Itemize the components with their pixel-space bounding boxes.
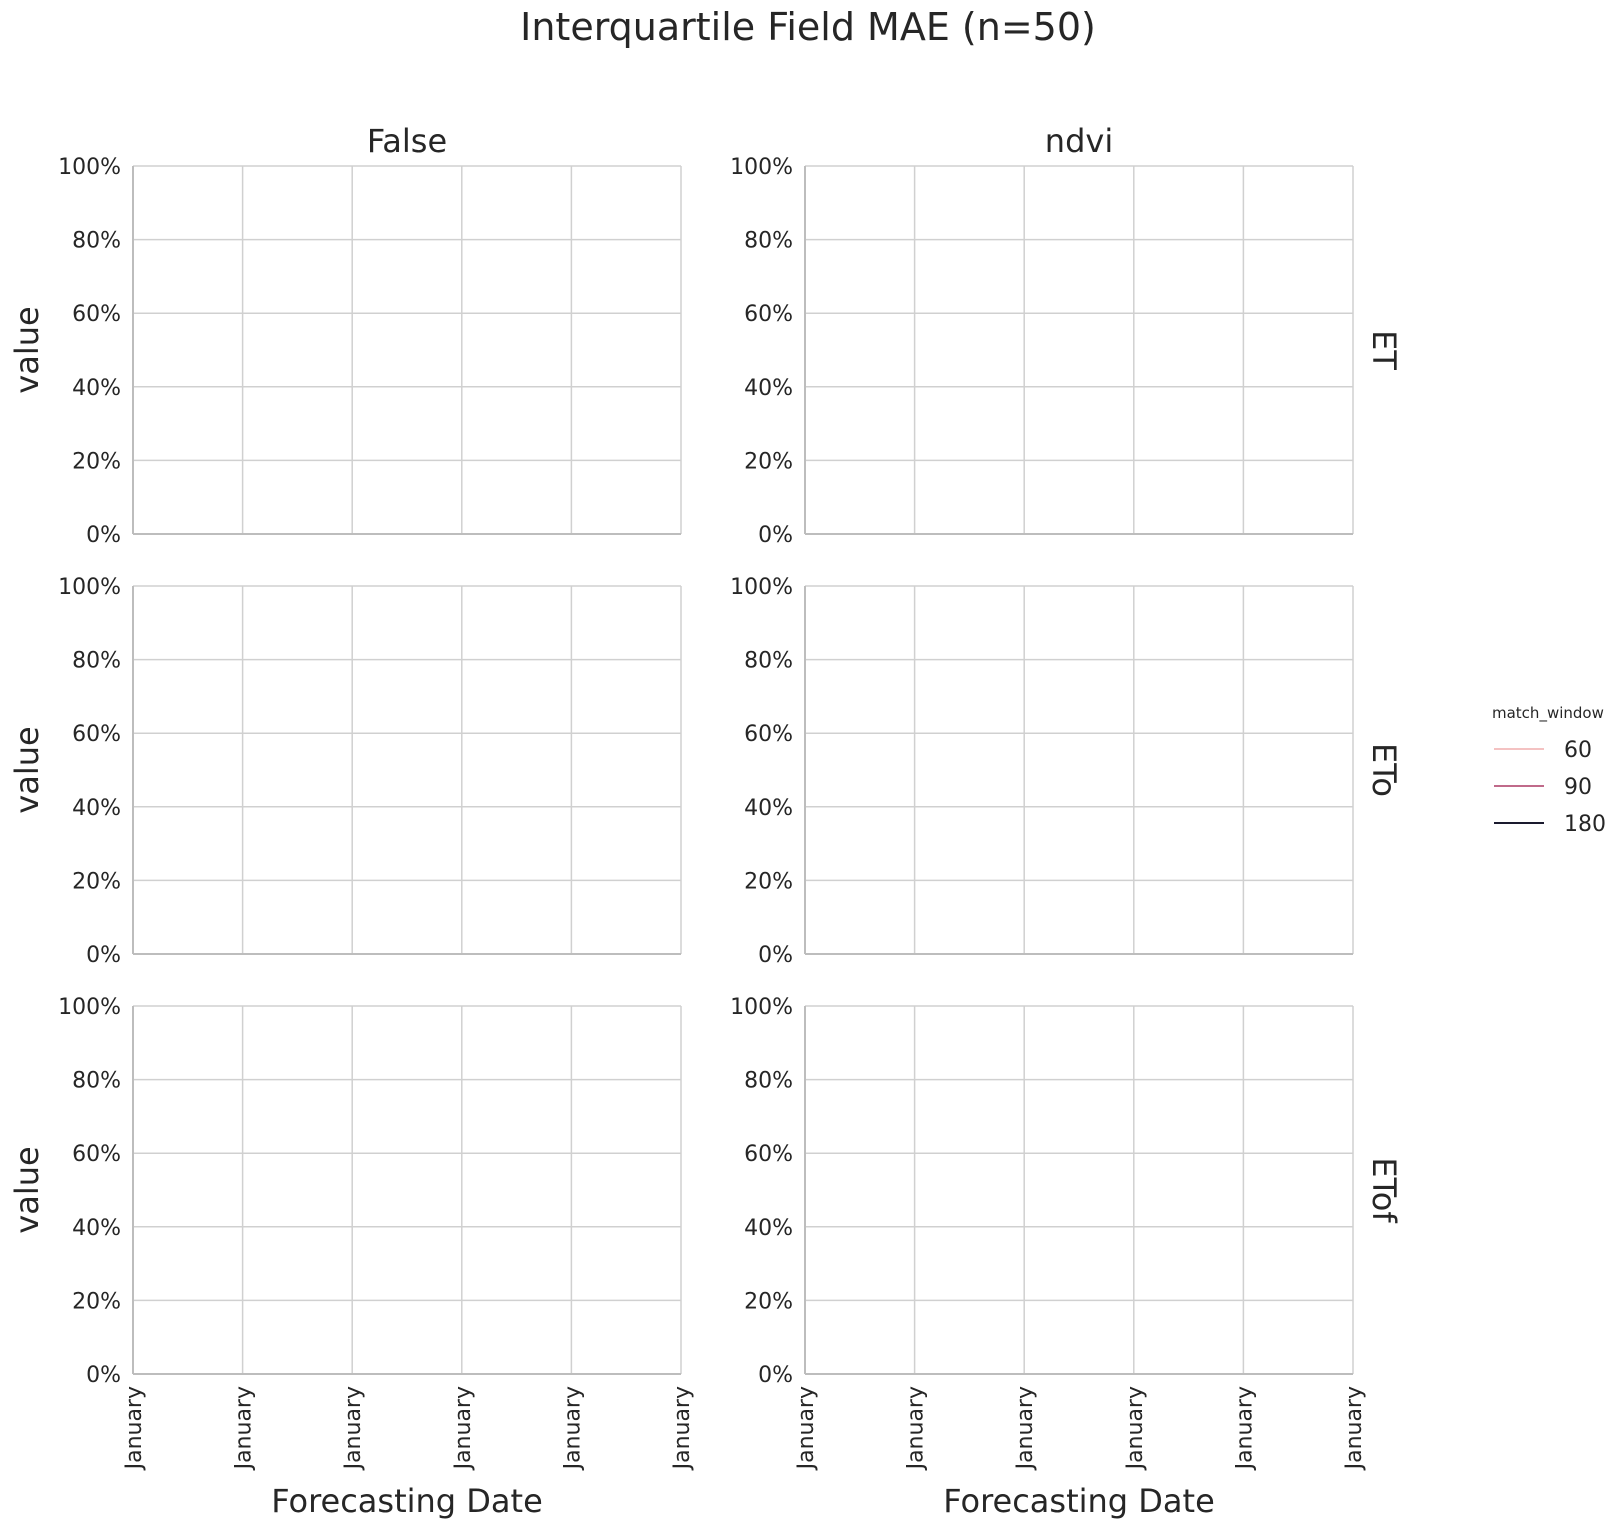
y-tick-label: 0% [758,523,793,548]
y-tick-label: 60% [744,1142,793,1167]
y-tick-label: 40% [72,376,121,401]
facet-row-title: ETof [1365,1157,1403,1223]
y-tick-label: 80% [72,229,121,254]
y-tick-label: 100% [730,575,793,600]
y-tick-label: 0% [86,943,121,968]
y-tick-label: 40% [72,796,121,821]
facet-column-title: ndvi [1045,122,1113,160]
x-tick-label: January [232,1386,257,1471]
facet-panel: 0% 20% 40% 60% 80% 100% value [8,575,682,968]
facet-panel: 0% 20% 40% 60% 80% 100% ndvi ET [730,122,1403,548]
y-tick-label: 80% [72,649,121,674]
y-tick-label: 60% [72,1142,121,1167]
y-tick-label: 40% [744,1216,793,1241]
y-tick-label: 100% [58,155,121,180]
y-tick-label: 20% [72,869,121,894]
facet-row-title: ET [1365,330,1403,370]
y-tick-label: 20% [744,869,793,894]
y-tick-label: 100% [730,995,793,1020]
facet-row-title: ETo [1365,743,1403,797]
y-axis-label: value [8,306,46,393]
y-tick-label: 80% [72,1069,121,1094]
facet-column-title: False [367,122,447,160]
x-tick-label: January [560,1386,585,1471]
y-tick-label: 20% [744,1289,793,1314]
x-axis-label: Forecasting Date [271,1482,543,1520]
legend-label: 180 [1564,812,1606,837]
legend-label: 60 [1564,738,1592,763]
facet-panel: 0% 20% 40% 60% 80% 100% value False [8,122,682,548]
legend-title: match_window [1492,704,1604,723]
facet-panel: 0% 20% 40% 60% 80% 100% ETo [730,575,1403,968]
y-tick-label: 60% [744,302,793,327]
x-tick-label: January [1013,1386,1038,1471]
x-tick-label: January [341,1386,366,1471]
y-tick-label: 40% [744,376,793,401]
y-tick-label: 0% [86,523,121,548]
y-tick-label: 20% [72,1289,121,1314]
y-tick-label: 40% [72,1216,121,1241]
y-tick-label: 60% [72,722,121,747]
y-tick-label: 80% [744,229,793,254]
y-tick-label: 80% [744,649,793,674]
legend-label: 90 [1564,775,1592,800]
y-tick-label: 20% [72,449,121,474]
y-tick-label: 100% [730,155,793,180]
x-tick-label: January [670,1386,695,1471]
y-tick-label: 20% [744,449,793,474]
y-tick-label: 100% [58,995,121,1020]
y-tick-label: 60% [72,302,121,327]
x-tick-label: January [1342,1386,1367,1471]
y-tick-label: 80% [744,1069,793,1094]
y-axis-label: value [8,726,46,813]
x-tick-label: January [904,1386,929,1471]
x-tick-label: January [122,1386,147,1471]
y-tick-label: 0% [86,1363,121,1388]
facet-panels: 0% 20% 40% 60% 80% 100% value False 0% 20% 40% 60% 8… [8,122,1403,1520]
y-tick-label: 60% [744,722,793,747]
y-axis-label: value [8,1146,46,1233]
facet-panel: 0% 20% 40% 60% 80% 100% ETof January January Janu… [730,995,1403,1520]
x-tick-label: January [451,1386,476,1471]
facet-panel: 0% 20% 40% 60% 80% 100% value January January Jan… [8,995,695,1520]
y-tick-label: 40% [744,796,793,821]
x-axis-label: Forecasting Date [943,1482,1215,1520]
chart-title: Interquartile Field MAE (n=50) [520,5,1096,49]
x-tick-label: January [1232,1386,1257,1471]
y-tick-label: 100% [58,575,121,600]
y-tick-label: 0% [758,1363,793,1388]
x-tick-label: January [1123,1386,1148,1471]
x-tick-label: January [794,1386,819,1471]
legend: match_window 60 90 180 [1492,704,1606,837]
y-tick-label: 0% [758,943,793,968]
